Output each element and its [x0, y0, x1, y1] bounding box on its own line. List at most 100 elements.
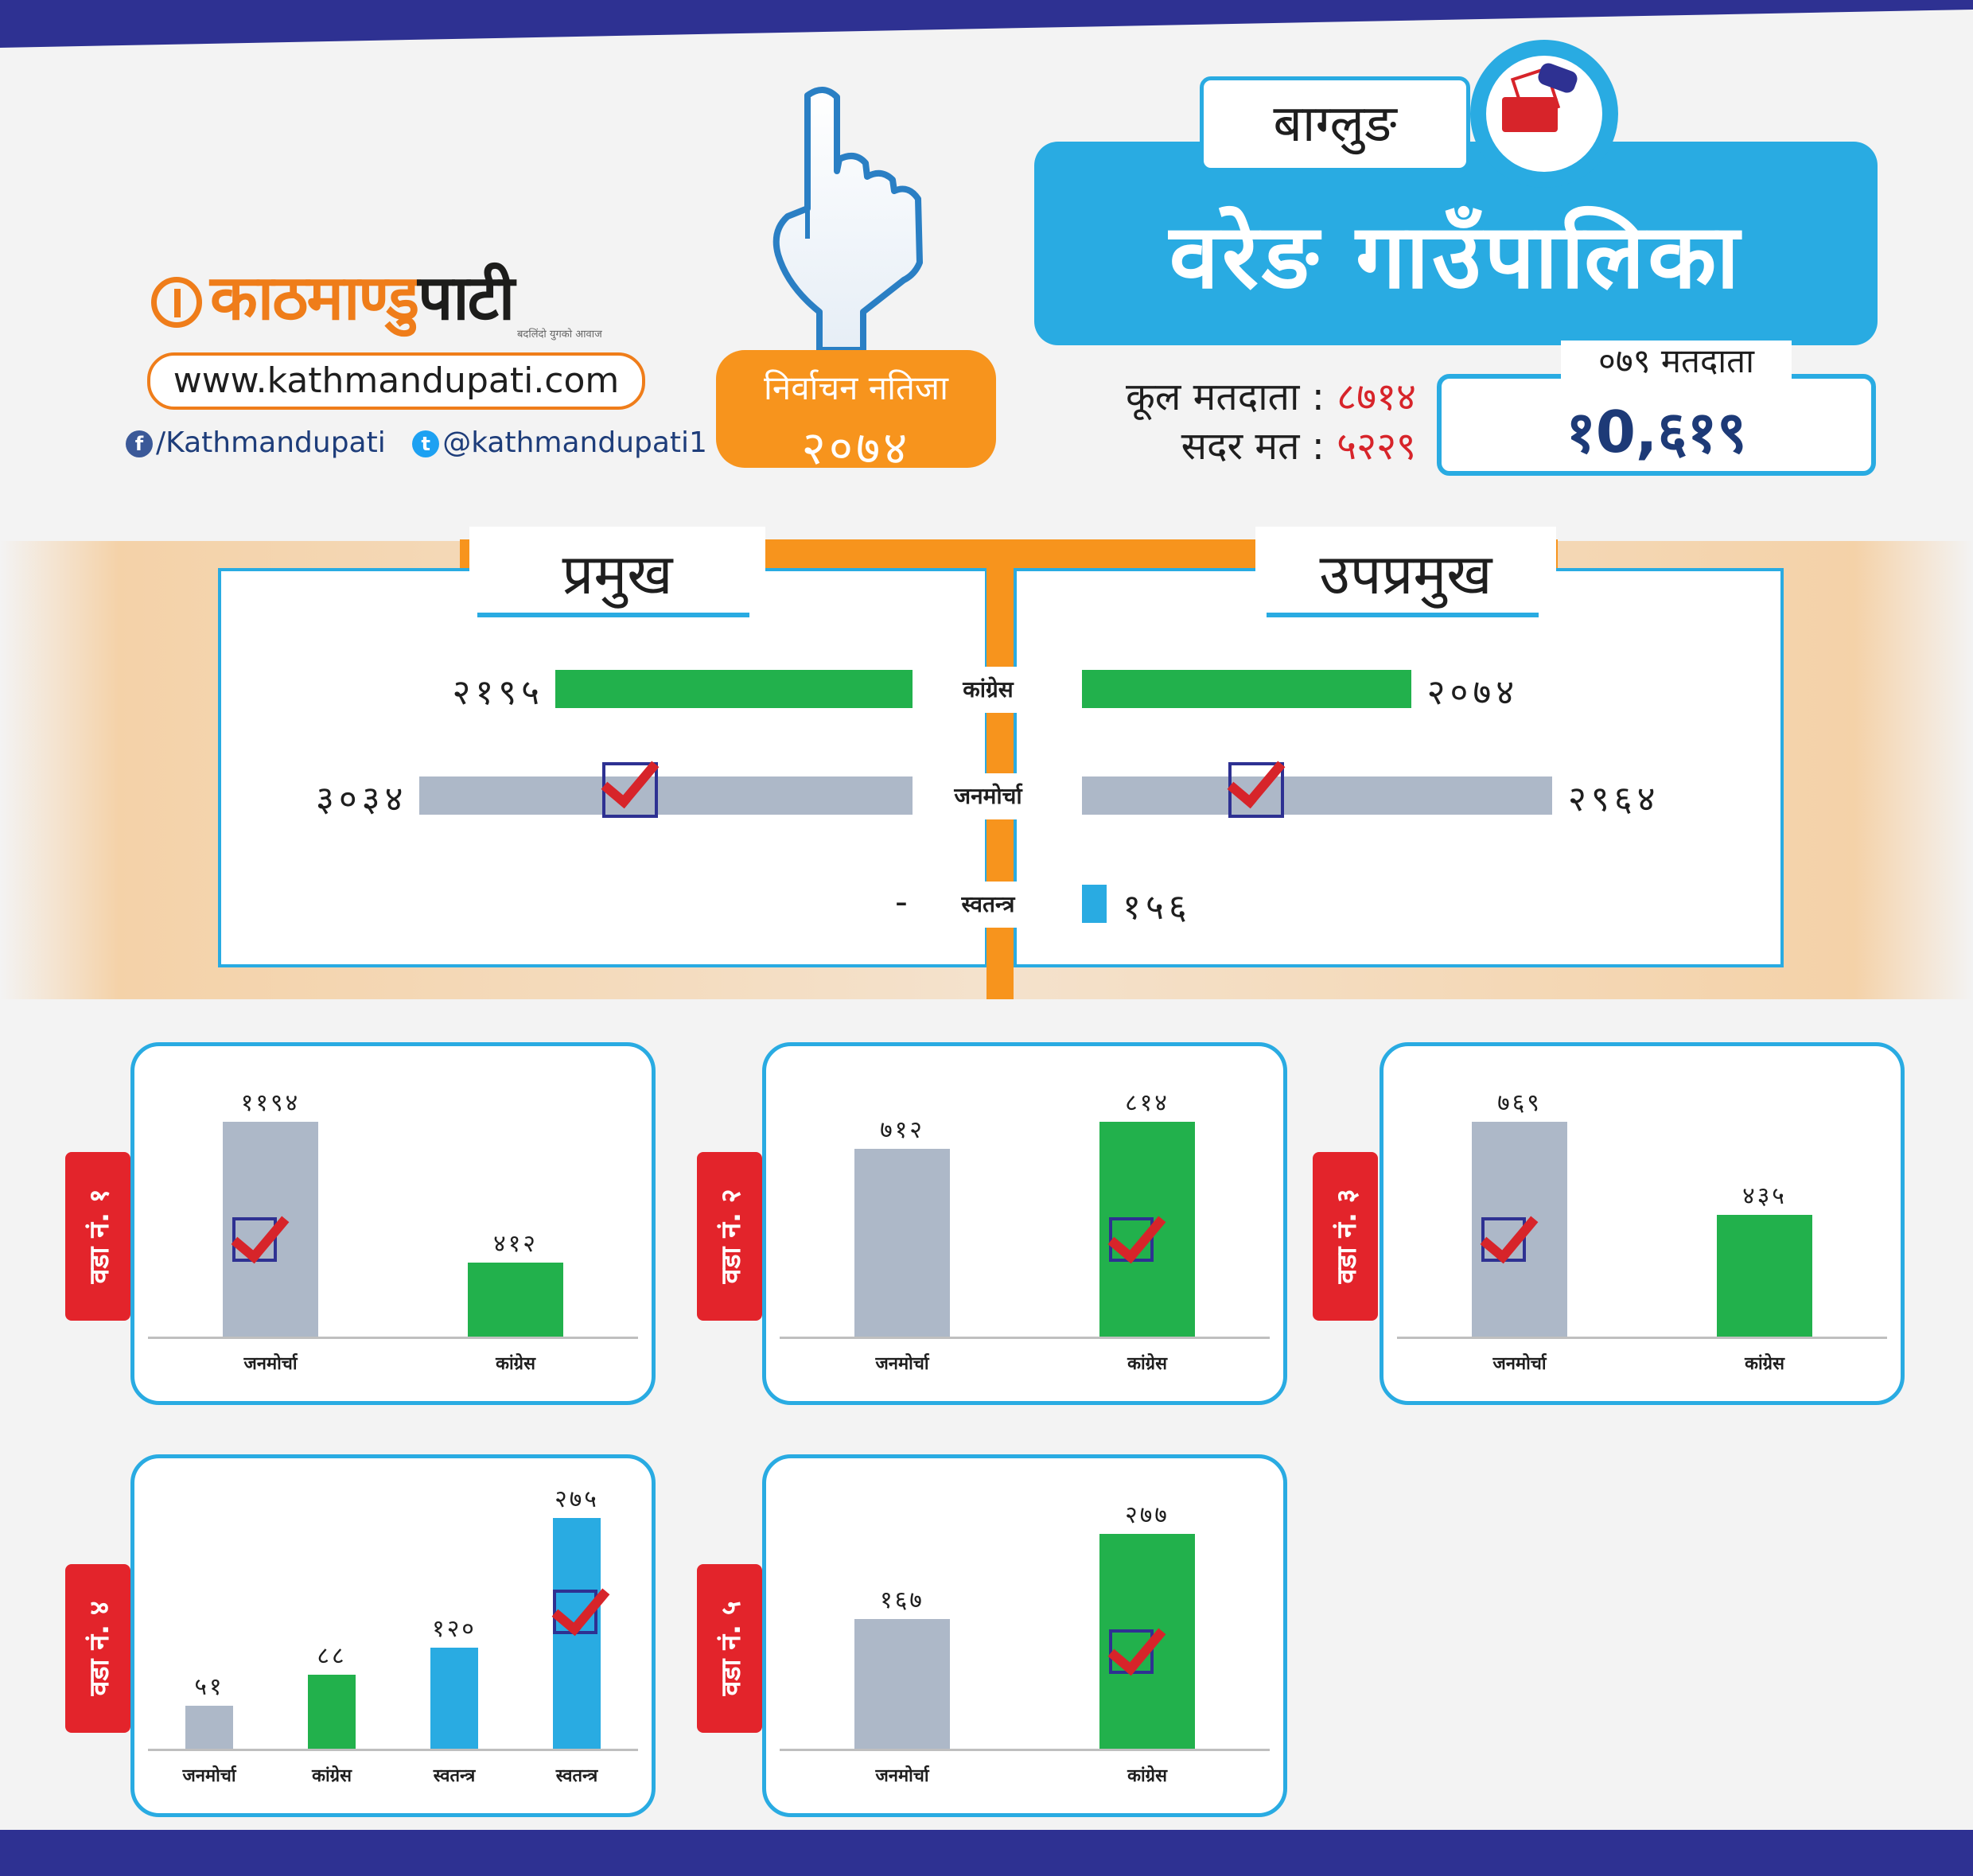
- ward-bar-value: ११९४: [240, 1089, 301, 1117]
- mayor-value-1: ३०३४: [316, 779, 408, 819]
- twitter-icon[interactable]: t: [412, 430, 440, 457]
- party-label-1: जनमोर्चा: [940, 773, 1036, 819]
- ward-bar: [854, 1148, 950, 1337]
- checkmark-icon: [1481, 1217, 1526, 1262]
- ward-bar-value: ८१४: [1125, 1089, 1169, 1117]
- ward-card-1: [130, 1042, 656, 1405]
- ward-bar-value: ८८: [317, 1642, 347, 1671]
- ward-tag-label: वडा नं. २: [715, 1189, 747, 1284]
- ward-category-label: स्वतन्त्र: [555, 1766, 598, 1786]
- mayor-bar-1: [419, 776, 913, 815]
- voters-079-box: [1437, 374, 1876, 476]
- facebook-handle[interactable]: /Kathmandupati: [156, 426, 386, 459]
- voters-079-label: ०७९ मतदाता: [1561, 341, 1792, 382]
- badge-year: २०७४: [801, 421, 911, 475]
- brand-name-part2: पाटी: [418, 263, 515, 334]
- deputy-tab: उपप्रमुख: [1255, 527, 1556, 619]
- ward-category-label: जनमोर्चा: [243, 1354, 298, 1374]
- deputy-bar-2: [1082, 885, 1107, 923]
- deputy-value-0: २०७४: [1426, 672, 1520, 713]
- deputy-tab-underline: [1267, 613, 1539, 617]
- ward-tag-4: वडा नं. ४: [65, 1564, 130, 1733]
- ward-tag-2: वडा नं. २: [697, 1152, 762, 1321]
- voter-stats: कूल मतदाता : ८७१४ सदर मत : ५२२९: [1050, 372, 1416, 471]
- ward-bar-value: ७१२: [880, 1115, 924, 1144]
- ward-bar: [854, 1619, 950, 1749]
- ballot-box-icon: [1470, 40, 1618, 188]
- ward-category-label: कांग्रेस: [1127, 1766, 1167, 1786]
- facebook-icon[interactable]: f: [126, 430, 153, 457]
- ward-tag-label: वडा नं. ५: [715, 1601, 747, 1696]
- ward-category-label: जनमोर्चा: [875, 1766, 929, 1786]
- ward-card-3: [1380, 1042, 1905, 1405]
- total-voters-value: ८७१४: [1337, 375, 1416, 419]
- mayor-tab: प्रमुख: [469, 527, 765, 619]
- mayor-bar-0: [555, 670, 913, 708]
- ward-bar-value: ५१: [194, 1673, 224, 1702]
- ward-bar-value: १६७: [880, 1586, 924, 1615]
- deputy-panel: [1014, 568, 1784, 967]
- brand-name-part1: काठमाण्डु: [210, 263, 419, 334]
- deputy-bar-0: [1082, 670, 1411, 708]
- checkmark-icon: [1109, 1217, 1154, 1262]
- ward-category-label: कांग्रेस: [1745, 1354, 1784, 1374]
- ward-card-2: [762, 1042, 1287, 1405]
- ward-axis-5: [780, 1749, 1270, 1751]
- ward-bar: [1717, 1215, 1812, 1337]
- ward-category-label: स्वतन्त्र: [433, 1766, 476, 1786]
- checkmark-icon: [1109, 1629, 1154, 1674]
- social-links: f/Kathmandupati t @kathmandupati1: [126, 426, 707, 459]
- mayor-value-2: -: [895, 882, 913, 922]
- valid-votes-value: ५२२९: [1337, 424, 1416, 469]
- ward-bar: [308, 1675, 356, 1749]
- ward-bar: [468, 1262, 563, 1337]
- ward-category-label: जनमोर्चा: [1492, 1354, 1547, 1374]
- ward-tag-1: वडा नं. १: [65, 1152, 130, 1321]
- footer-bar: [0, 1830, 1973, 1876]
- ward-bar: [185, 1706, 233, 1749]
- checkmark-icon: [1228, 762, 1284, 818]
- ward-tag-label: वडा नं. ३: [1331, 1189, 1363, 1284]
- ward-bar-value: १२०: [432, 1615, 477, 1644]
- brand-logo: काठमाण्डुपाटी: [151, 253, 515, 337]
- deputy-value-1: २९६४: [1568, 779, 1660, 819]
- district-name: बाग्लुङ: [1200, 76, 1470, 172]
- ward-category-label: कांग्रेस: [312, 1766, 352, 1786]
- ward-axis-4: [148, 1749, 638, 1751]
- ward-tag-5: वडा नं. ५: [697, 1564, 762, 1733]
- ward-axis-2: [780, 1337, 1270, 1339]
- valid-votes-label: सदर मत :: [1181, 424, 1325, 469]
- ward-category-label: कांग्रेस: [1127, 1354, 1167, 1374]
- deputy-value-2: १५६: [1123, 887, 1192, 928]
- ward-tag-label: वडा नं. १: [84, 1189, 115, 1284]
- brand-mark-icon: [151, 276, 202, 328]
- twitter-handle[interactable]: @kathmandupati1: [442, 426, 707, 459]
- ward-bar-value: २७७: [1125, 1501, 1169, 1529]
- ward-category-label: कांग्रेस: [496, 1354, 535, 1374]
- deputy-bar-1: [1082, 776, 1553, 815]
- voters-079-value: १0,६१९: [1566, 399, 1747, 465]
- party-label-0: कांग्रेस: [940, 667, 1036, 713]
- mayor-tab-underline: [477, 613, 749, 617]
- checkmark-icon: [232, 1217, 277, 1262]
- ward-bar-value: ७६९: [1497, 1089, 1542, 1117]
- brand-tagline: बदलिंदो युगको आवाज: [517, 329, 602, 341]
- ward-bar: [430, 1648, 478, 1749]
- checkmark-icon: [553, 1590, 597, 1634]
- website-link[interactable]: www.kathmandupati.com: [147, 352, 645, 410]
- total-voters-label: कूल मतदाता :: [1126, 375, 1325, 419]
- badge-title: निर्वाचन नतिजा: [764, 368, 948, 407]
- ward-bar-value: २७५: [555, 1485, 599, 1513]
- municipality-title: वरेङ गाउँपालिका: [1034, 142, 1878, 345]
- ward-bar-value: ४३५: [1742, 1182, 1787, 1211]
- top-accent-bar: [0, 0, 1973, 48]
- ward-category-label: जनमोर्चा: [182, 1766, 236, 1786]
- ward-card-5: [762, 1454, 1287, 1817]
- ward-axis-3: [1397, 1337, 1887, 1339]
- ward-bar-value: ४१२: [493, 1229, 538, 1258]
- ward-tag-3: वडा नं. ३: [1313, 1152, 1378, 1321]
- ward-axis-1: [148, 1337, 638, 1339]
- mayor-value-0: २१९५: [452, 672, 544, 713]
- party-label-2: स्वतन्त्र: [940, 882, 1036, 928]
- checkmark-icon: [602, 762, 658, 818]
